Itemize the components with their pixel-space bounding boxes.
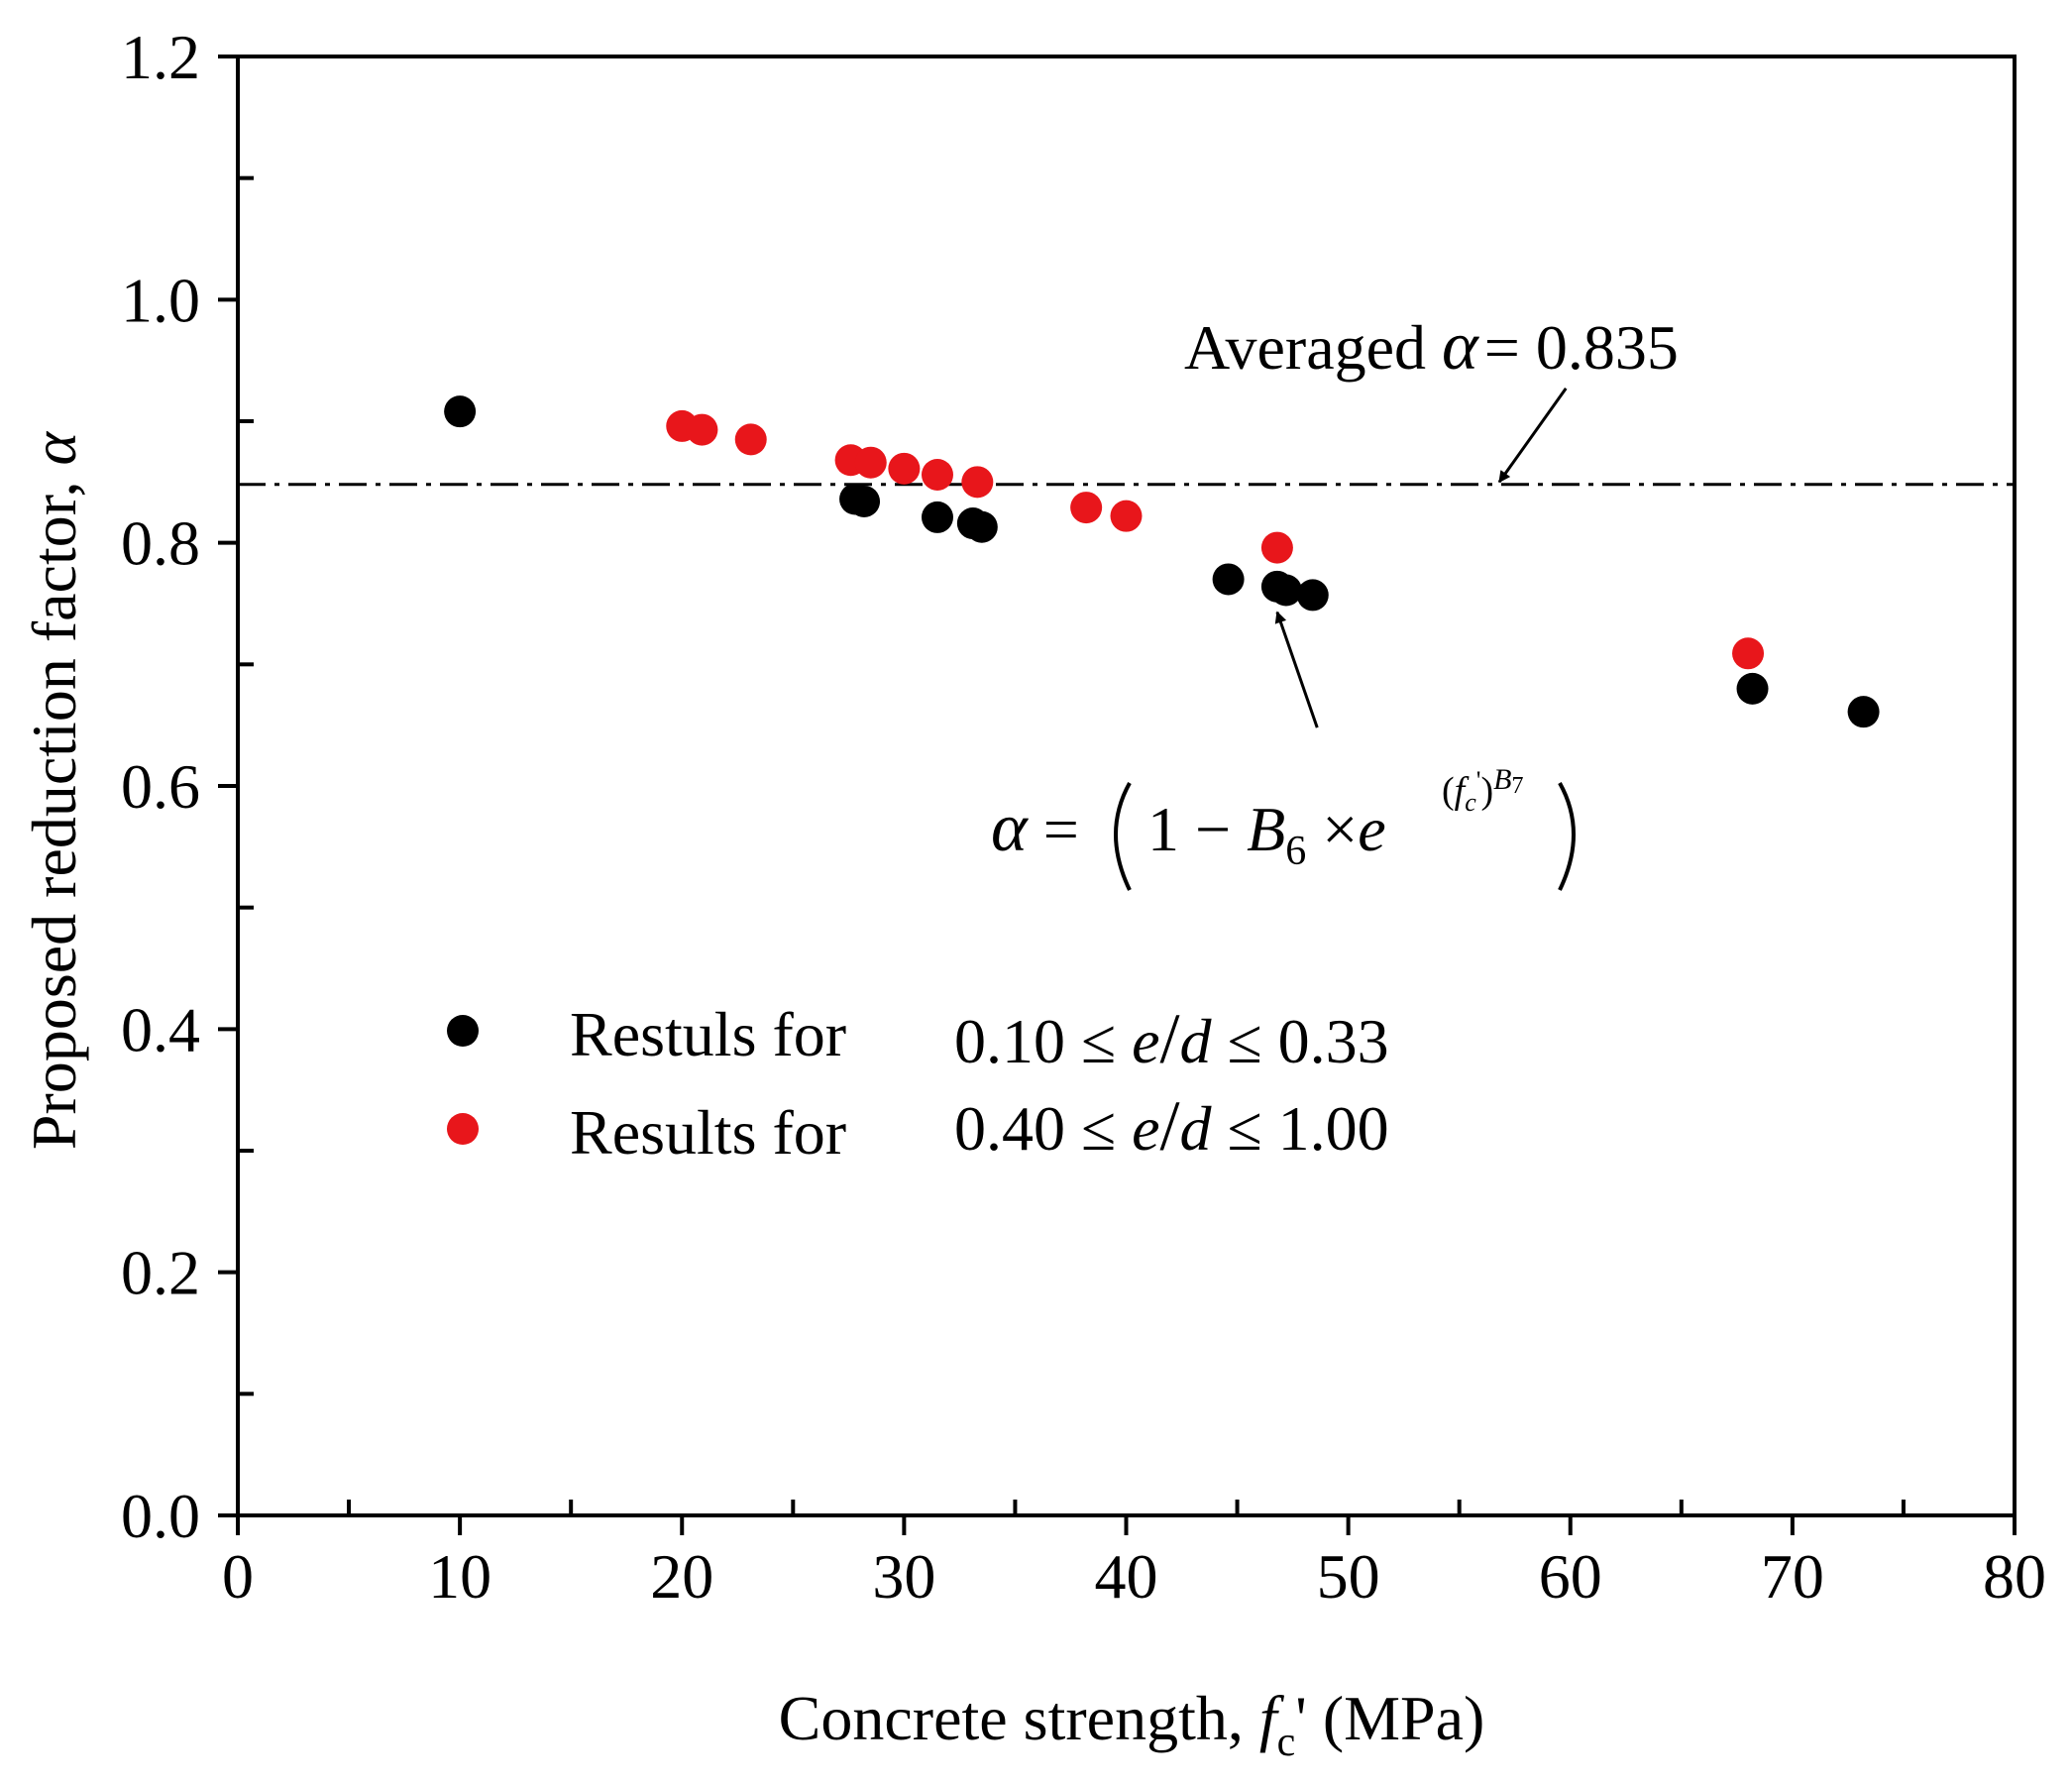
y-axis-ticks xyxy=(218,55,254,1517)
data-points xyxy=(444,395,1880,728)
data-point-series-2 xyxy=(686,413,718,446)
data-point-series-1 xyxy=(1269,574,1302,607)
data-point-series-2 xyxy=(1732,637,1765,670)
svg-text:(fc')B7: (fc')B7 xyxy=(1442,763,1523,817)
x-tick-label: 20 xyxy=(650,1541,713,1612)
x-tick-label: 0 xyxy=(222,1541,254,1612)
svg-text:1 − B6 ×e: 1 − B6 ×e xyxy=(1147,794,1386,874)
data-point-series-2 xyxy=(734,423,767,456)
x-tick-label: 50 xyxy=(1317,1541,1380,1612)
data-point-series-2 xyxy=(888,452,921,485)
data-point-series-1 xyxy=(1847,696,1880,728)
data-point-series-2 xyxy=(854,446,887,479)
data-point-series-2 xyxy=(1260,531,1293,564)
legend: Restuls for 0.10 ≤ e/d ≤ 0.33 Results fo… xyxy=(447,999,1389,1168)
x-tick-label: 30 xyxy=(872,1541,935,1612)
y-tick-label: 0.0 xyxy=(121,1481,200,1551)
data-point-series-2 xyxy=(1110,500,1143,532)
x-axis-title: Concrete strength, fc' (MPa) xyxy=(779,1683,1485,1765)
data-point-series-1 xyxy=(965,510,998,543)
data-point-series-1 xyxy=(1736,672,1769,705)
y-tick-label: 0.8 xyxy=(121,508,200,579)
formula-right-paren xyxy=(1558,782,1576,891)
x-tick-label: 10 xyxy=(428,1541,491,1612)
data-point-series-1 xyxy=(444,395,477,428)
legend-marker-series-2 xyxy=(447,1113,479,1145)
x-axis-tick-labels: 0 10 20 30 40 50 60 70 80 xyxy=(222,1541,2046,1612)
y-tick-label: 0.6 xyxy=(121,751,200,822)
svg-text:α =: α = xyxy=(991,790,1079,866)
average-annotation-arrow xyxy=(1497,388,1568,484)
formula-annotation-arrow xyxy=(1274,611,1319,728)
data-point-series-1 xyxy=(921,501,953,533)
formula-left-paren xyxy=(1114,782,1132,891)
x-tick-label: 80 xyxy=(1983,1541,2046,1612)
x-tick-label: 40 xyxy=(1095,1541,1158,1612)
average-annotation: Averaged α= 0.835 xyxy=(1184,308,1679,385)
data-point-series-2 xyxy=(921,458,953,491)
x-tick-label: 70 xyxy=(1761,1541,1824,1612)
legend-range-series-2: 0.40 ≤ e/d ≤ 1.00 xyxy=(954,1086,1389,1166)
y-axis-title: Proposed reduction factor, α xyxy=(19,431,89,1151)
data-point-series-2 xyxy=(961,466,994,499)
y-tick-label: 1.0 xyxy=(121,265,200,335)
legend-marker-series-1 xyxy=(447,1015,479,1047)
formula-annotation: α = 1 − B6 ×e (fc')B7 xyxy=(991,763,1576,891)
data-point-series-1 xyxy=(1296,579,1329,612)
data-point-series-1 xyxy=(848,485,881,517)
legend-range-series-1: 0.10 ≤ e/d ≤ 0.33 xyxy=(954,999,1389,1078)
data-point-series-2 xyxy=(1070,492,1103,524)
y-axis-tick-labels: 0.0 0.2 0.4 0.6 0.8 1.0 1.2 xyxy=(121,22,200,1551)
data-point-series-1 xyxy=(1212,563,1245,596)
x-axis-ticks xyxy=(236,1500,2017,1535)
y-tick-label: 0.4 xyxy=(121,994,200,1064)
x-tick-label: 60 xyxy=(1539,1541,1602,1612)
y-tick-label: 0.2 xyxy=(121,1238,200,1308)
y-tick-label: 1.2 xyxy=(121,22,200,92)
legend-label-series-2: Results for xyxy=(570,1097,846,1168)
legend-label-series-1: Restuls for xyxy=(570,999,846,1069)
